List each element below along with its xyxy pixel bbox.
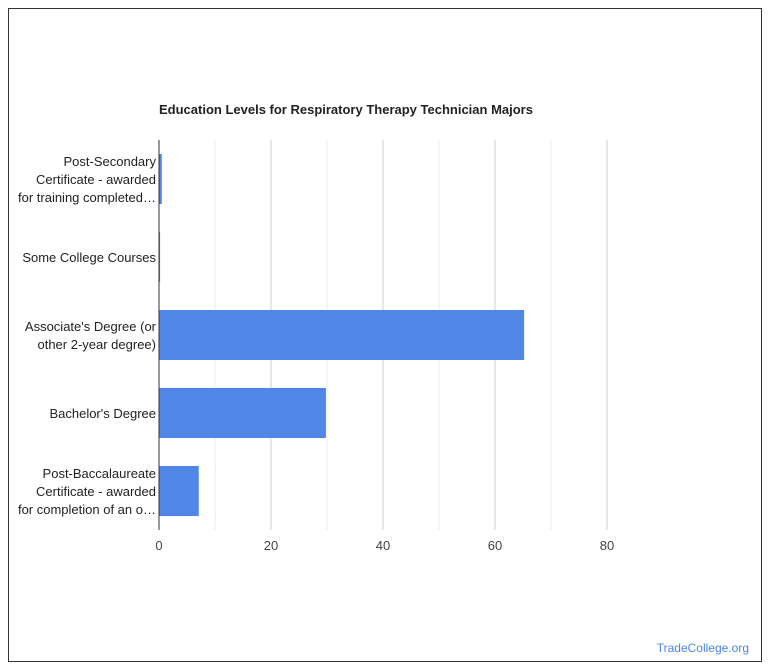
- y-category-label: other 2-year degree): [37, 337, 156, 352]
- x-tick-label: 80: [600, 538, 614, 553]
- y-category-label: Certificate - awarded: [36, 172, 156, 187]
- bar: [159, 466, 199, 516]
- y-category-label: for training completed…: [18, 190, 156, 205]
- x-tick-label: 20: [264, 538, 278, 553]
- bar: [159, 310, 525, 360]
- x-tick-label: 60: [488, 538, 502, 553]
- y-category-label: Post-Baccalaureate: [43, 466, 156, 481]
- credit-link[interactable]: TradeCollege.org: [656, 641, 749, 655]
- y-category-label: Certificate - awarded: [36, 484, 156, 499]
- y-category-label: Post-Secondary: [64, 154, 157, 169]
- bar: [159, 232, 161, 282]
- bar: [159, 154, 162, 204]
- y-category-label: Bachelor's Degree: [49, 406, 156, 421]
- chart-frame: Education Levels for Respiratory Therapy…: [8, 8, 762, 662]
- y-category-label: Associate's Degree (or: [25, 319, 157, 334]
- y-category-label: Some College Courses: [22, 250, 156, 265]
- bar-chart: Education Levels for Respiratory Therapy…: [18, 102, 614, 553]
- bar: [159, 388, 326, 438]
- y-category-label: for completion of an o…: [18, 502, 156, 517]
- chart-title: Education Levels for Respiratory Therapy…: [159, 102, 533, 117]
- x-tick-label: 0: [155, 538, 162, 553]
- x-tick-label: 40: [376, 538, 390, 553]
